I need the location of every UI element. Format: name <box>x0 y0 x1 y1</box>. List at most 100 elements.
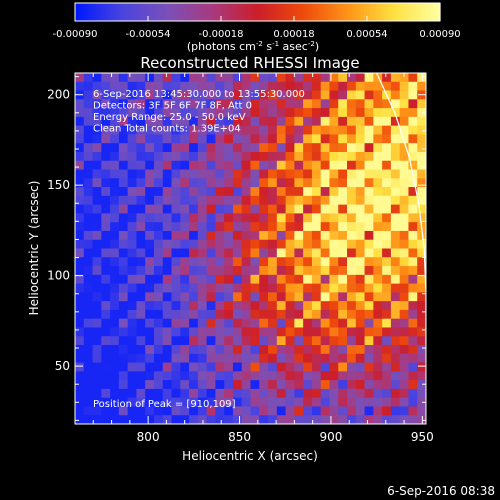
heatmap-cell <box>399 169 409 179</box>
heatmap-cell <box>417 336 426 346</box>
colorbar-segment <box>284 3 289 21</box>
heatmap-cell <box>259 283 269 293</box>
heatmap-cell <box>417 108 426 118</box>
heatmap-cell <box>83 160 93 170</box>
heatmap-cell <box>224 406 234 416</box>
heatmap-cell <box>83 371 93 381</box>
heatmap-cell <box>355 143 365 153</box>
heatmap-cell <box>189 362 199 372</box>
heatmap-cell <box>355 362 365 372</box>
heatmap-cell <box>197 230 208 241</box>
heatmap-cell <box>364 345 374 355</box>
heatmap-cell <box>329 204 339 214</box>
heatmap-cell <box>118 143 129 153</box>
heatmap-cell <box>382 283 392 293</box>
heatmap-cell <box>276 266 287 276</box>
heatmap-cell <box>162 388 172 399</box>
heatmap-cell <box>399 327 409 337</box>
colorbar-segment <box>202 3 207 21</box>
heatmap-cell <box>268 230 278 241</box>
unit-exponent: -2 <box>256 40 263 48</box>
heatmap-cell <box>75 73 85 83</box>
heatmap-cell <box>399 116 409 127</box>
heatmap-cell <box>224 90 234 100</box>
heatmap-cell <box>417 169 426 179</box>
heatmap-cell <box>338 143 348 153</box>
heatmap-cell <box>145 178 155 188</box>
colorbar-segment <box>330 3 335 21</box>
heatmap-cell <box>373 160 383 170</box>
heatmap-cell <box>320 292 330 302</box>
heatmap-cell <box>171 73 181 83</box>
colorbar-tick-label: 0.00090 <box>419 29 460 40</box>
heatmap-cell <box>101 292 111 302</box>
heatmap-cell <box>101 169 111 179</box>
heatmap-cell <box>417 301 426 311</box>
heatmap-cell <box>110 248 120 258</box>
heatmap-cell <box>110 283 120 293</box>
heatmap-cell <box>118 116 129 127</box>
heatmap-cell <box>285 318 295 328</box>
colorbar-segment <box>418 3 423 21</box>
heatmap-cell <box>83 301 93 311</box>
heatmap-cell <box>241 230 251 241</box>
heatmap-cell <box>373 195 383 206</box>
heatmap-cell <box>83 230 93 241</box>
heatmap-cell <box>110 415 120 424</box>
heatmap-cell <box>171 222 181 232</box>
heatmap-cell <box>338 73 348 83</box>
heatmap-cell <box>408 336 418 346</box>
heatmap-cell <box>320 388 330 399</box>
heatmap-cell <box>83 213 93 223</box>
heatmap-cell <box>338 327 348 337</box>
heatmap-cell <box>320 143 330 153</box>
heatmap-cell <box>232 187 243 197</box>
heatmap-cell <box>75 388 85 399</box>
heatmap-cell <box>83 125 93 135</box>
heatmap-cell <box>224 99 234 109</box>
heatmap-cell <box>136 143 146 153</box>
heatmap-cell <box>232 195 243 206</box>
colorbar-segment <box>321 3 326 21</box>
heatmap-cell <box>408 116 418 127</box>
heatmap-cell <box>338 266 348 276</box>
colorbar-segment <box>287 3 292 21</box>
heatmap-cell <box>399 81 409 91</box>
heatmap-cell <box>241 415 251 424</box>
heatmap-cell <box>303 160 313 170</box>
heatmap-cell <box>408 204 418 214</box>
heatmap-cell <box>224 274 234 285</box>
heatmap-cell <box>110 257 120 267</box>
x-tick-label: 850 <box>228 430 251 444</box>
heatmap-cell <box>215 81 225 91</box>
heatmap-cell <box>355 327 365 337</box>
heatmap-cell <box>303 371 313 381</box>
heatmap-cell <box>382 266 392 276</box>
heatmap-cell <box>355 169 365 179</box>
heatmap-cell <box>338 292 348 302</box>
heatmap-cell <box>215 371 225 381</box>
heatmap-cell <box>311 73 322 83</box>
heatmap-cell <box>92 283 102 293</box>
heatmap-cell <box>110 99 120 109</box>
heatmap-cell <box>197 239 208 249</box>
heatmap-cell <box>232 345 243 355</box>
heatmap-cell <box>206 178 216 188</box>
heatmap-cell <box>110 134 120 144</box>
heatmap-cell <box>92 380 102 390</box>
colorbar-segment <box>78 3 82 21</box>
heatmap-cell <box>153 239 164 249</box>
heatmap-cell <box>136 283 146 293</box>
heatmap-cell <box>232 99 243 109</box>
heatmap-cell <box>215 301 225 311</box>
heatmap-cell <box>145 371 155 381</box>
heatmap-cell <box>347 283 357 293</box>
colorbar-segment <box>373 3 377 21</box>
heatmap-cell <box>118 266 129 276</box>
y-tick-label: 150 <box>47 178 70 192</box>
heatmap-cell <box>303 204 313 214</box>
heatmap-cell <box>197 99 208 109</box>
heatmap-cell <box>268 160 278 170</box>
heatmap-cell <box>83 257 93 267</box>
heatmap-cell <box>250 336 260 346</box>
